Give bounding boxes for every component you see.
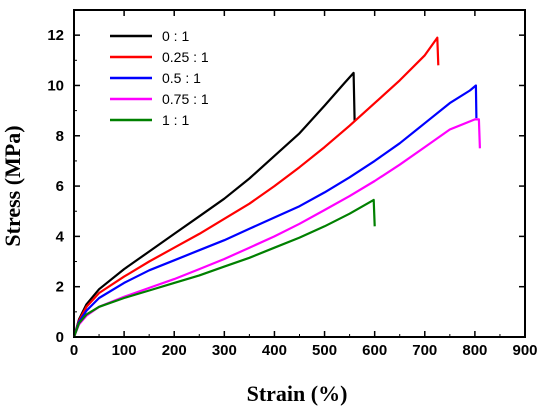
plot-frame (73, 9, 526, 338)
series-line-2 (72, 84, 478, 338)
x-axis-title: Strain (%) (247, 381, 348, 406)
x-tick-label: 400 (262, 342, 287, 359)
x-tick-label: 300 (212, 342, 237, 359)
x-tick-label: 200 (162, 342, 187, 359)
legend: 0 : 1 0.25 : 1 0.5 : 1 0.75 : 1 1 : 1 (110, 28, 209, 128)
y-tick-label: 4 (56, 228, 65, 245)
series-line-1 (72, 36, 440, 338)
x-tick-label: 600 (362, 342, 387, 359)
y-tick-label: 10 (47, 77, 64, 94)
legend-label-2: 0.5 : 1 (162, 70, 201, 86)
x-tick-label: 700 (412, 342, 437, 359)
x-tick-label: 0 (70, 342, 78, 359)
series-line-0 (72, 71, 356, 338)
series-line-3 (72, 118, 481, 338)
x-tick-label: 100 (112, 342, 137, 359)
series-layer (72, 36, 481, 338)
y-tick-label: 6 (56, 178, 64, 195)
series-line-4 (72, 198, 376, 338)
y-tick-label: 2 (56, 279, 64, 296)
legend-label-4: 1 : 1 (162, 112, 189, 128)
y-tick-label: 8 (56, 128, 64, 145)
legend-label-3: 0.75 : 1 (162, 91, 209, 107)
x-tick-label: 500 (312, 342, 337, 359)
y-axis-title: Stress (MPa) (0, 125, 25, 246)
ticks-layer: 0 100 200 300 400 500 600 700 800 900 0 2 4 6 8 10 12 (47, 10, 538, 359)
y-tick-label: 12 (47, 27, 64, 44)
x-tick-label: 900 (512, 342, 537, 359)
x-tick-label: 800 (462, 342, 487, 359)
legend-label-1: 0.25 : 1 (162, 49, 209, 65)
legend-label-0: 0 : 1 (162, 28, 189, 44)
y-tick-label: 0 (56, 329, 64, 346)
